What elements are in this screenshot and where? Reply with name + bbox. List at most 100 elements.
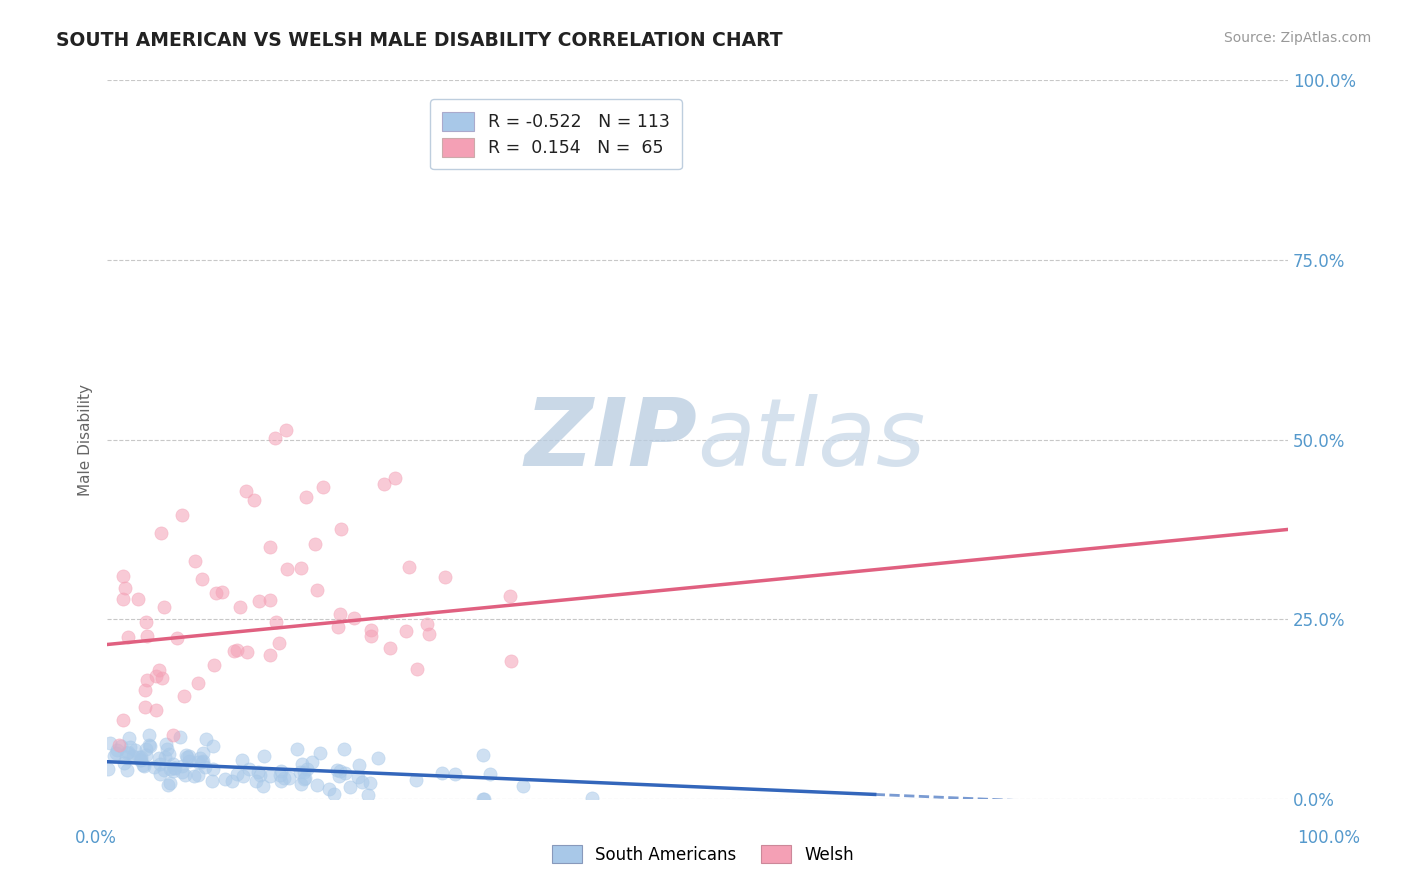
- Point: [498, 590, 520, 604]
- Point: [259, 769, 281, 783]
- Point: [191, 746, 214, 760]
- Point: [226, 643, 249, 657]
- Point: [173, 768, 195, 782]
- Point: [236, 645, 259, 659]
- Point: [98, 736, 121, 750]
- Point: [295, 763, 318, 777]
- Point: [162, 756, 184, 771]
- Point: [276, 423, 298, 437]
- Point: [309, 746, 332, 760]
- Point: [512, 779, 534, 793]
- Point: [405, 773, 427, 788]
- Point: [135, 615, 157, 629]
- Point: [339, 780, 361, 795]
- Point: [238, 762, 260, 776]
- Point: [398, 560, 420, 574]
- Point: [264, 615, 287, 629]
- Point: [110, 739, 132, 753]
- Point: [285, 741, 308, 756]
- Point: [359, 776, 381, 790]
- Point: [153, 764, 176, 778]
- Point: [149, 756, 172, 771]
- Point: [139, 739, 162, 754]
- Point: [225, 766, 247, 780]
- Text: atlas: atlas: [697, 394, 925, 485]
- Point: [120, 739, 142, 754]
- Point: [172, 508, 194, 522]
- Point: [163, 761, 186, 775]
- Point: [395, 624, 418, 638]
- Text: SOUTH AMERICAN VS WELSH MALE DISABILITY CORRELATION CHART: SOUTH AMERICAN VS WELSH MALE DISABILITY …: [56, 31, 783, 50]
- Point: [270, 774, 292, 789]
- Point: [416, 616, 439, 631]
- Point: [231, 753, 253, 767]
- Point: [134, 682, 156, 697]
- Point: [235, 483, 257, 498]
- Point: [474, 791, 496, 805]
- Point: [276, 562, 298, 576]
- Legend: R = -0.522   N = 113, R =  0.154   N =  65: R = -0.522 N = 113, R = 0.154 N = 65: [430, 99, 682, 169]
- Point: [112, 592, 135, 607]
- Point: [264, 431, 287, 445]
- Point: [270, 764, 292, 779]
- Point: [156, 742, 179, 756]
- Point: [229, 600, 252, 615]
- Point: [104, 746, 127, 760]
- Point: [243, 493, 266, 508]
- Point: [328, 620, 350, 634]
- Point: [153, 600, 176, 615]
- Point: [291, 756, 314, 771]
- Point: [143, 760, 166, 774]
- Point: [352, 774, 374, 789]
- Point: [329, 607, 352, 622]
- Point: [149, 767, 172, 781]
- Point: [373, 476, 395, 491]
- Point: [148, 663, 170, 677]
- Point: [148, 751, 170, 765]
- Point: [418, 627, 440, 641]
- Point: [292, 764, 315, 779]
- Point: [112, 713, 135, 727]
- Point: [307, 583, 329, 598]
- Point: [157, 747, 180, 761]
- Point: [499, 654, 522, 668]
- Point: [290, 777, 312, 791]
- Point: [170, 764, 193, 779]
- Point: [156, 778, 179, 792]
- Point: [318, 782, 340, 797]
- Text: 100.0%: 100.0%: [1298, 829, 1360, 847]
- Point: [247, 764, 270, 779]
- Point: [444, 767, 467, 781]
- Point: [326, 763, 349, 777]
- Point: [204, 657, 226, 672]
- Point: [112, 756, 135, 770]
- Point: [430, 766, 453, 780]
- Point: [127, 592, 149, 607]
- Point: [384, 470, 406, 484]
- Point: [149, 526, 172, 541]
- Point: [273, 771, 295, 785]
- Point: [472, 792, 495, 806]
- Point: [301, 756, 323, 770]
- Point: [183, 769, 205, 783]
- Point: [111, 569, 134, 583]
- Text: 0.0%: 0.0%: [75, 829, 117, 847]
- Point: [129, 750, 152, 764]
- Point: [259, 648, 281, 662]
- Point: [201, 762, 224, 776]
- Point: [159, 776, 181, 790]
- Point: [187, 756, 209, 770]
- Point: [155, 750, 177, 764]
- Point: [173, 689, 195, 703]
- Point: [290, 765, 312, 780]
- Point: [166, 631, 188, 645]
- Text: Source: ZipAtlas.com: Source: ZipAtlas.com: [1223, 31, 1371, 45]
- Point: [205, 586, 228, 600]
- Point: [295, 490, 318, 504]
- Point: [259, 541, 281, 555]
- Point: [145, 669, 167, 683]
- Point: [581, 791, 603, 805]
- Point: [131, 753, 153, 767]
- Point: [330, 522, 353, 536]
- Point: [117, 746, 139, 760]
